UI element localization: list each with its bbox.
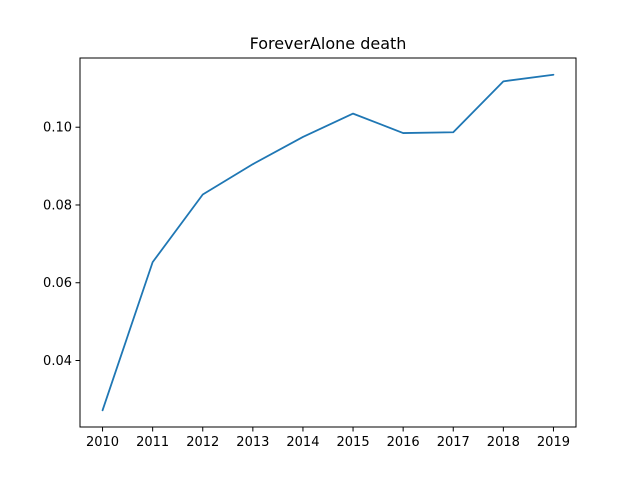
x-tick-label: 2015 [337, 435, 370, 450]
y-axis: 0.04 0.06 0.08 0.10 [43, 121, 80, 369]
y-tick-label: 0.06 [43, 276, 72, 291]
y-tick-label: 0.04 [43, 354, 72, 369]
x-tick-label: 2012 [186, 435, 219, 450]
x-tick-label: 2010 [86, 435, 119, 450]
x-tick-label: 2019 [537, 435, 570, 450]
x-tick-label: 2018 [487, 435, 520, 450]
y-tick-label: 0.08 [43, 198, 72, 213]
plot-area [101, 73, 555, 412]
x-tick-label: 2017 [437, 435, 470, 450]
y-tick-label: 0.10 [43, 121, 72, 136]
x-tick-label: 2011 [136, 435, 169, 450]
x-tick-label: 2016 [387, 435, 420, 450]
chart-title: ForeverAlone death [250, 34, 407, 53]
series-line [101, 73, 555, 412]
x-tick-label: 2014 [286, 435, 319, 450]
x-tick-label: 2013 [236, 435, 269, 450]
axes-frame [79, 57, 577, 428]
x-axis: 2010 2011 2012 2013 2014 2015 2016 2017 2018 2019 [86, 427, 570, 450]
